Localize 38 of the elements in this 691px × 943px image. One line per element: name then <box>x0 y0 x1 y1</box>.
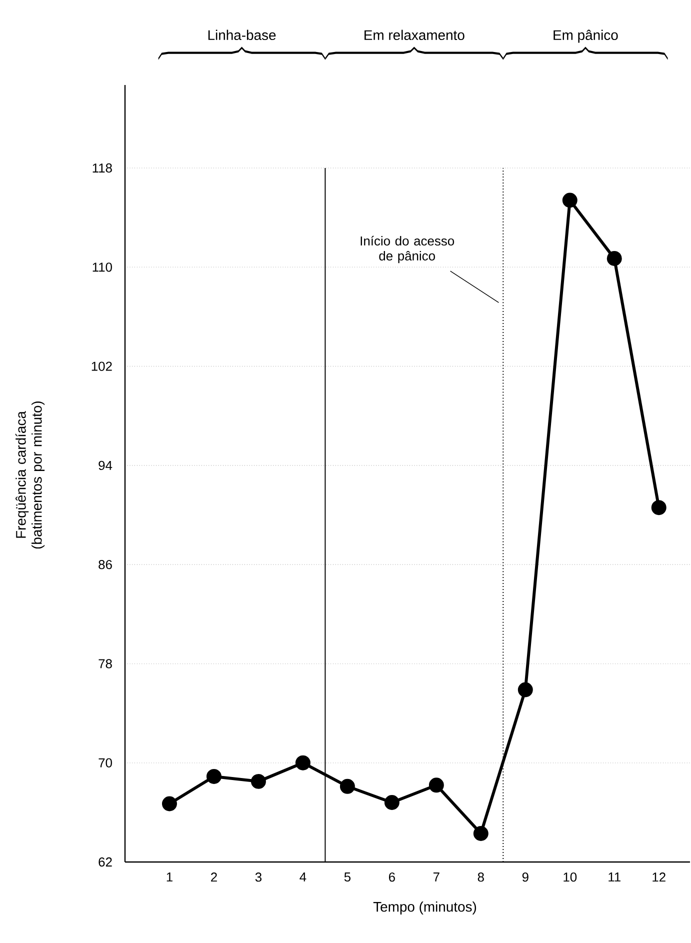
point <box>340 778 355 794</box>
text: Em pânico <box>554 30 618 43</box>
y-tick-label: 110 <box>92 262 112 272</box>
y-tick-label: 94 <box>98 460 112 470</box>
annotation: Início do acesso de pânico <box>360 236 454 264</box>
point <box>250 774 266 789</box>
point <box>206 768 222 784</box>
x-tick-label: 5 <box>344 872 350 882</box>
x-tick-label: 4 <box>300 872 306 882</box>
x-tick-label: 2 <box>211 872 217 882</box>
y-tick-label: 118 <box>92 163 112 173</box>
y-tick-label: 86 <box>98 560 112 570</box>
point <box>295 755 310 770</box>
x-tick-label: 3 <box>255 872 262 882</box>
point <box>606 250 622 266</box>
y-tick-label: 70 <box>98 758 112 768</box>
point <box>651 500 666 516</box>
y-tick-label: 62 <box>98 857 112 867</box>
x-tick-label: 1 <box>166 872 172 882</box>
point <box>518 682 533 698</box>
y-tick-label: 102 <box>92 362 112 371</box>
text: Linha-base <box>208 30 276 40</box>
x-tick-label: 9 <box>522 872 528 882</box>
text: Em relaxamento <box>364 30 464 40</box>
x-axis-title: Tempo (minutos) <box>373 901 476 914</box>
point <box>384 795 400 810</box>
x-tick-label: 6 <box>388 872 395 882</box>
point <box>428 778 444 793</box>
x-tick-label: 8 <box>478 872 484 882</box>
x-tick-label: 7 <box>433 872 440 882</box>
x-tick-label: 12 <box>652 872 666 882</box>
point <box>162 796 177 812</box>
x-tick-label: 10 <box>564 872 577 882</box>
y-tick-label: 78 <box>98 659 112 668</box>
x-tick-label: 11 <box>608 872 620 882</box>
point <box>473 826 488 841</box>
point <box>562 192 578 208</box>
y-axis-title: Freqüência cardíaca (batimentos por minuto) <box>15 401 45 549</box>
